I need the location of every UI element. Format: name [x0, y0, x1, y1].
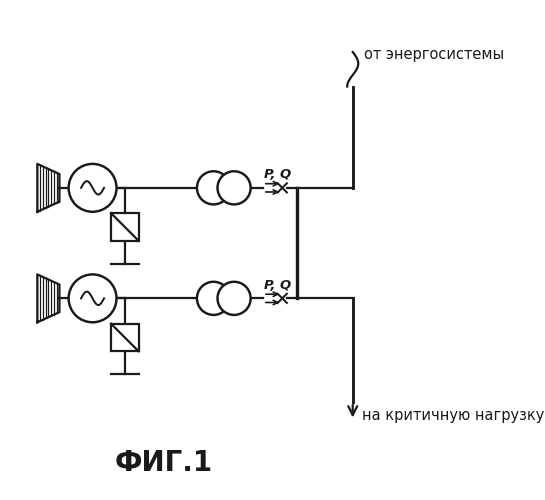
Polygon shape	[37, 274, 59, 322]
Polygon shape	[37, 164, 59, 212]
Bar	[111, 324, 138, 351]
Circle shape	[69, 164, 117, 212]
Text: на критичную нагрузку: на критичную нагрузку	[362, 408, 544, 424]
Text: P, Q: P, Q	[264, 279, 291, 292]
Circle shape	[217, 172, 251, 204]
Text: P, Q: P, Q	[264, 168, 291, 181]
Bar	[111, 213, 138, 241]
Text: от энергосистемы: от энергосистемы	[364, 47, 504, 62]
Circle shape	[69, 274, 117, 322]
Circle shape	[197, 172, 230, 204]
Text: ФИГ.1: ФИГ.1	[115, 448, 213, 476]
Circle shape	[217, 282, 251, 315]
Circle shape	[197, 282, 230, 315]
